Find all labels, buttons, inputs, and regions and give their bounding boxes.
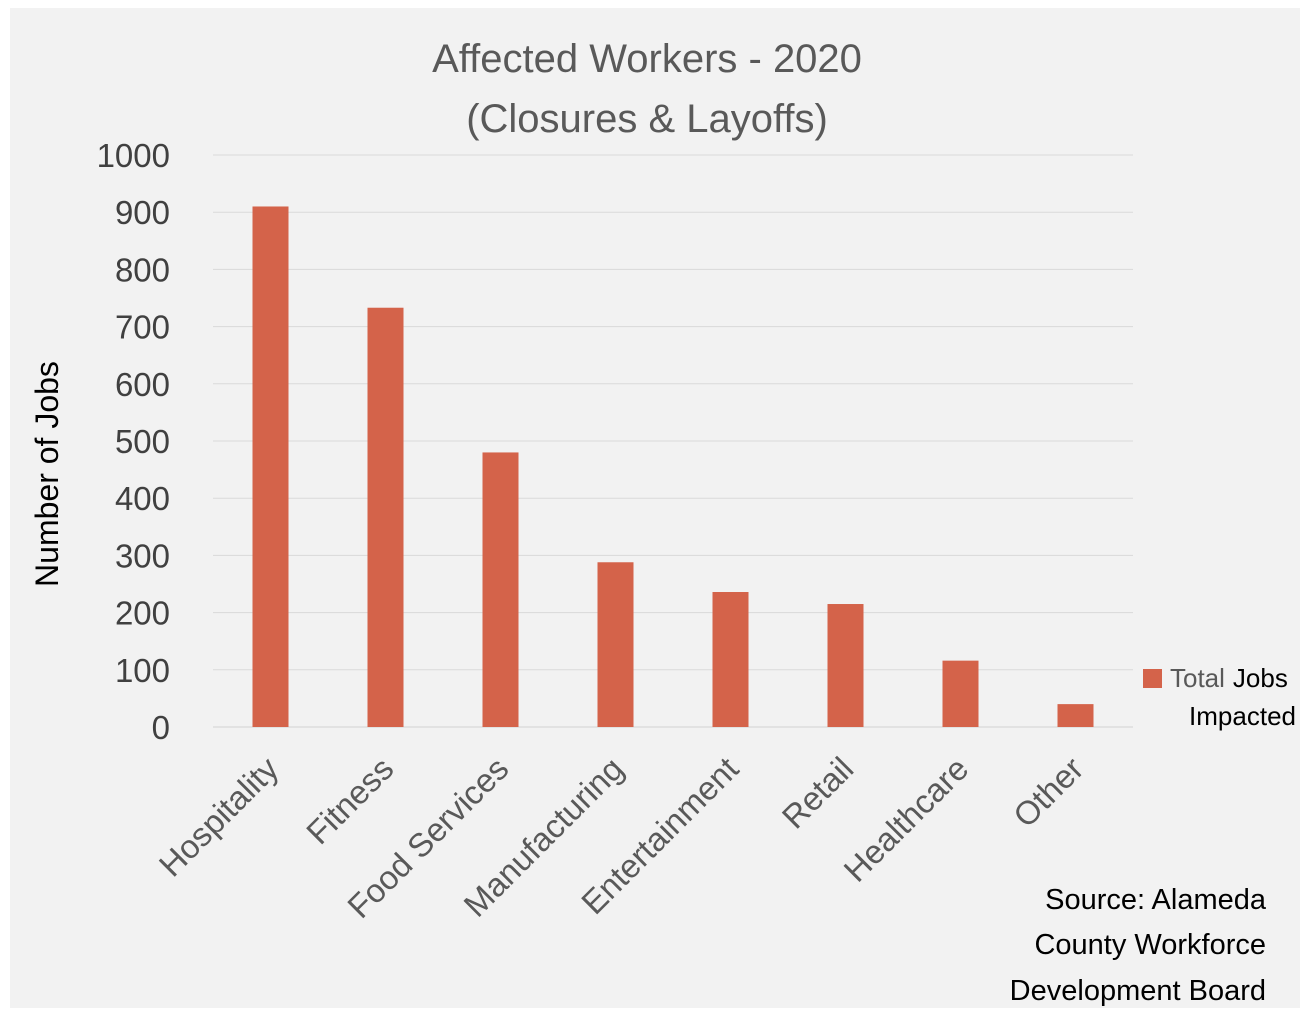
- chart-title-line-2: (Closures & Layoffs): [466, 97, 828, 141]
- bar: [942, 660, 979, 727]
- x-category-label: Other: [1006, 750, 1091, 835]
- bar: [367, 307, 404, 727]
- chart-title-line-1: Affected Workers - 2020: [432, 37, 862, 81]
- gridlines: [213, 154, 1133, 728]
- y-tick-label: 800: [115, 251, 170, 288]
- chart-area: Affected Workers - 2020 (Closures & Layo…: [10, 8, 1300, 1008]
- bar: [827, 604, 864, 727]
- source-note: Source: Alameda County Workforce Develop…: [1010, 884, 1267, 1007]
- y-tick-label: 400: [115, 480, 170, 517]
- y-tick-label: 0: [152, 709, 170, 746]
- bar: [712, 592, 749, 727]
- source-line-1: Source: Alameda: [1045, 884, 1267, 916]
- source-line-2: County Workforce: [1034, 929, 1266, 961]
- y-tick-label: 100: [115, 652, 170, 689]
- bars: [252, 206, 1094, 728]
- bar-chart: Affected Workers - 2020 (Closures & Layo…: [29, 37, 1296, 1007]
- y-tick-label: 900: [115, 194, 170, 231]
- y-axis-ticks: 0 100 200 300 400 500 600 700 800 900 1000: [97, 137, 170, 746]
- y-tick-label: 300: [115, 537, 170, 574]
- bar: [482, 452, 519, 727]
- bar: [1057, 704, 1094, 727]
- x-category-label: Hospitality: [152, 749, 286, 883]
- y-tick-label: 200: [115, 595, 170, 632]
- x-category-label: Fitness: [299, 750, 400, 851]
- legend-label-line-2: Impacted: [1189, 701, 1296, 731]
- y-axis-title: Number of Jobs: [29, 361, 65, 587]
- legend-label-part-1: Total: [1170, 663, 1225, 693]
- legend: Total Jobs Impacted: [1143, 663, 1296, 731]
- bar: [252, 206, 289, 728]
- source-line-3: Development Board: [1010, 975, 1266, 1007]
- bar: [597, 562, 634, 727]
- chart-title: Affected Workers - 2020 (Closures & Layo…: [432, 37, 862, 141]
- legend-label: Total Jobs: [1170, 663, 1288, 693]
- legend-label-part-2: Jobs: [1233, 663, 1288, 693]
- y-tick-label: 500: [115, 423, 170, 460]
- y-tick-label: 700: [115, 309, 170, 346]
- legend-swatch: [1143, 669, 1162, 688]
- x-category-label: Retail: [775, 750, 861, 836]
- y-tick-label: 600: [115, 366, 170, 403]
- x-category-label: Healthcare: [836, 750, 975, 889]
- y-tick-label: 1000: [97, 137, 170, 174]
